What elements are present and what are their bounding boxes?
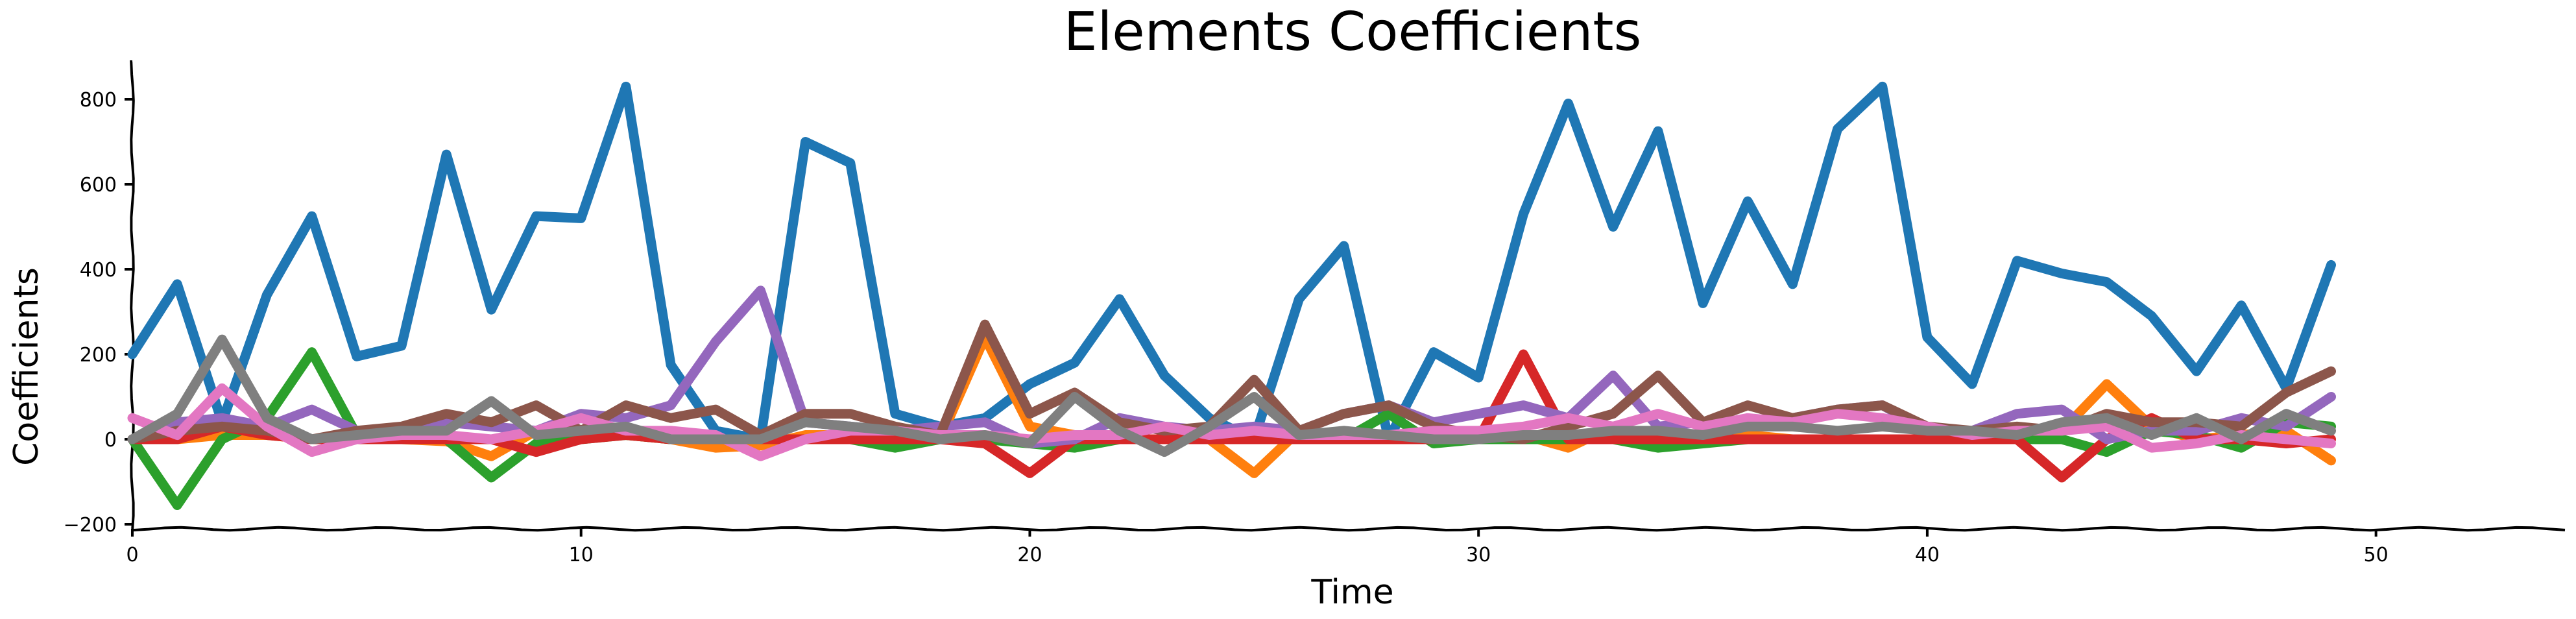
y-tick-label: 0 xyxy=(104,429,117,452)
y-tick-label: 600 xyxy=(80,174,117,197)
x-axis-title: Time xyxy=(1310,573,1393,612)
series-group xyxy=(127,81,2336,510)
axis-ticks: −200 0 200 400 600 800 0 10 20 30 40 50 xyxy=(64,89,2389,566)
x-tick-label: 30 xyxy=(1466,544,1491,566)
series-line-8 xyxy=(127,334,2336,457)
x-axis-line xyxy=(131,526,2566,532)
y-tick-label: 800 xyxy=(80,89,117,112)
x-tick-label: 0 xyxy=(126,544,138,566)
series-line-1 xyxy=(127,81,2336,444)
x-tick-label: 10 xyxy=(569,544,594,566)
y-tick-label: 400 xyxy=(80,259,117,282)
x-tick-label: 50 xyxy=(2364,544,2389,566)
x-tick-label: 40 xyxy=(1915,544,1940,566)
y-tick-label: 200 xyxy=(80,344,117,367)
x-tick-label: 20 xyxy=(1017,544,1042,566)
y-axis-line xyxy=(130,60,135,529)
y-axis-title: Coefficients xyxy=(7,267,46,466)
y-tick-label: −200 xyxy=(64,514,117,537)
chart-title: Elements Coefficients xyxy=(1064,1,1642,63)
